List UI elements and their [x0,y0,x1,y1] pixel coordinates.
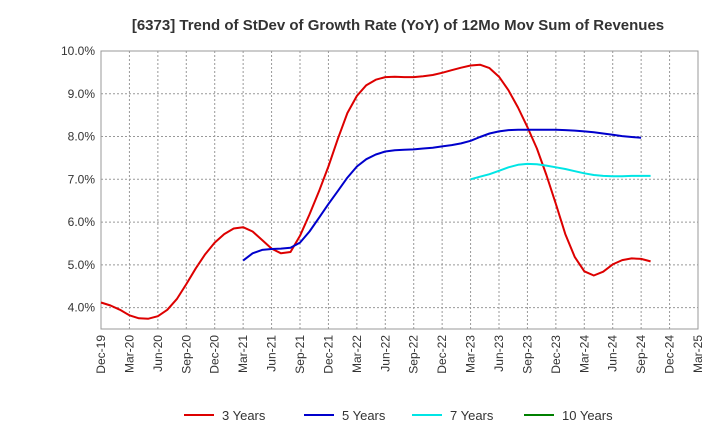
y-tick-label: 5.0% [68,258,96,272]
x-tick-label: Sep-20 [179,335,193,374]
x-tick-label: Sep-21 [293,335,307,374]
x-tick-label: Mar-20 [122,335,136,373]
x-tick-label: Jun-23 [492,335,506,372]
series-layer [100,63,651,320]
x-tick-label: Dec-20 [208,335,222,374]
x-axis-ticks: Dec-19 Mar-20 Jun-20 Sep-20 Dec-20 Mar-21 Jun-… [94,335,705,374]
x-tick-label: Mar-24 [577,335,591,373]
legend-label-3-years: 3 Years [222,408,266,423]
x-tick-label: Dec-19 [94,335,108,374]
x-tick-label: Sep-23 [520,335,534,374]
x-tick-label: Sep-22 [407,335,421,374]
x-tick-label: Jun-24 [606,335,620,372]
y-tick-label: 6.0% [68,215,96,229]
x-tick-label: Jun-22 [378,335,392,372]
x-tick-label: Jun-20 [151,335,165,372]
x-tick-label: Dec-21 [321,335,335,374]
y-tick-label: 7.0% [68,172,96,186]
grid-layer [101,50,698,329]
legend: 3 Years 5 Years 7 Years 10 Years [184,408,613,423]
legend-label-5-years: 5 Years [342,408,386,423]
x-tick-label: Jun-21 [265,335,279,372]
series-line-7-years [470,162,651,181]
x-tick-label: Dec-23 [549,335,563,374]
y-tick-label: 10.0% [61,44,95,58]
x-tick-label: Mar-21 [236,335,250,373]
x-tick-label: Dec-22 [435,335,449,374]
x-tick-label: Mar-23 [464,335,478,373]
chart-title: [6373] Trend of StDev of Growth Rate (Yo… [132,17,664,34]
x-tick-label: Mar-25 [691,335,705,373]
y-axis-ticks: 4.0% 5.0% 6.0% 7.0% 8.0% 9.0% 10.0% [61,44,95,315]
plot-frame [100,50,699,330]
x-tick-label: Sep-24 [634,335,648,374]
y-tick-label: 8.0% [68,130,96,144]
series-line-5-years [242,128,642,262]
x-tick-label: Dec-24 [663,335,677,374]
y-tick-label: 9.0% [68,87,96,101]
legend-label-7-years: 7 Years [450,408,494,423]
x-tick-label: Mar-22 [350,335,364,373]
legend-label-10-years: 10 Years [562,408,613,423]
y-tick-label: 4.0% [68,301,96,315]
series-line-3-years [100,63,651,320]
